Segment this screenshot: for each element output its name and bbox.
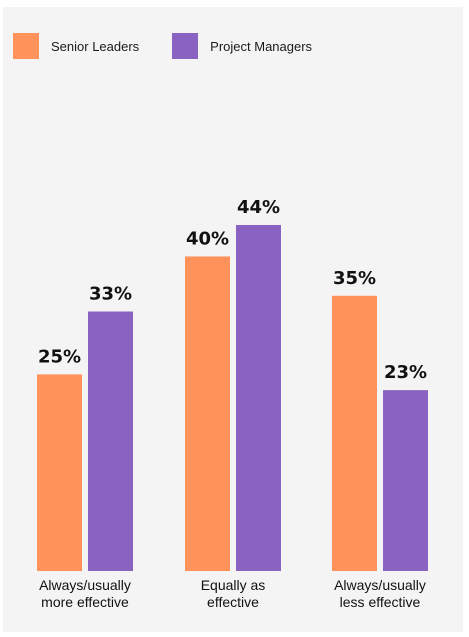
bar-senior-leaders-2 — [332, 295, 377, 571]
legend-item-project-managers: Project Managers — [172, 33, 312, 59]
category-label-0-line-0: Always/usually — [39, 577, 131, 593]
category-label-1-line-1: effective — [207, 594, 259, 610]
category-label-2-line-0: Always/usually — [334, 577, 426, 593]
bar-project-managers-1 — [236, 225, 281, 571]
bar-project-managers-0 — [88, 311, 133, 571]
data-label-senior-leaders-1: 40% — [186, 228, 229, 249]
legend-swatch-project-managers — [172, 33, 199, 59]
data-label-senior-leaders-2: 35% — [333, 268, 376, 289]
data-label-project-managers-1: 44% — [237, 197, 280, 218]
bar-senior-leaders-1 — [185, 256, 230, 571]
legend-item-senior-leaders: Senior Leaders — [13, 33, 139, 59]
legend: Senior Leaders Project Managers — [13, 31, 345, 61]
legend-label-project-managers: Project Managers — [210, 38, 313, 54]
legend-label-senior-leaders: Senior Leaders — [51, 38, 140, 54]
category-label-1-line-0: Equally as — [201, 577, 266, 593]
data-label-senior-leaders-0: 25% — [38, 346, 81, 367]
data-label-project-managers-0: 33% — [89, 284, 132, 305]
bar-project-managers-2 — [383, 390, 428, 571]
category-label-0-line-1: more effective — [41, 594, 129, 610]
category-label-2-line-1: less effective — [340, 594, 421, 610]
legend-swatch-senior-leaders — [13, 33, 39, 59]
data-label-project-managers-2: 23% — [384, 362, 427, 383]
bar-senior-leaders-0 — [37, 374, 82, 571]
